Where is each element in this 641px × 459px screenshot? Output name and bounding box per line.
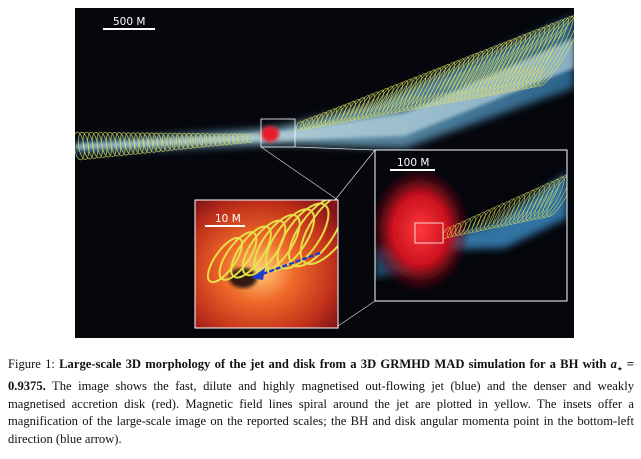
simulation-figure: 500 M 100 M 10 M — [75, 8, 574, 338]
caption-body: The image shows the fast, dilute and hig… — [8, 379, 634, 446]
scale-bar-inset-large: 100 M — [390, 157, 435, 171]
inset-large-frame — [374, 149, 568, 302]
figure-caption: Figure 1: Large-scale 3D morphology of t… — [8, 356, 634, 448]
scale-bar-main: 500 M — [103, 16, 155, 30]
svg-text:10 M: 10 M — [215, 213, 241, 225]
inset-small — [195, 200, 338, 328]
inset-small-frame — [194, 199, 339, 329]
svg-text:100 M: 100 M — [397, 157, 429, 169]
zoom-connectors — [260, 146, 376, 329]
caption-label: Figure 1: — [8, 357, 60, 371]
angular-momentum-arrow — [251, 251, 321, 280]
svg-text:500 M: 500 M — [113, 16, 145, 28]
caption-bold-title: Large-scale 3D morphology of the jet and… — [8, 357, 634, 394]
field-lines-main — [75, 12, 574, 161]
inset-large — [375, 150, 567, 301]
jet-main — [75, 16, 574, 153]
scale-bar-inset-small: 10 M — [205, 213, 245, 227]
disk-main — [260, 118, 296, 148]
